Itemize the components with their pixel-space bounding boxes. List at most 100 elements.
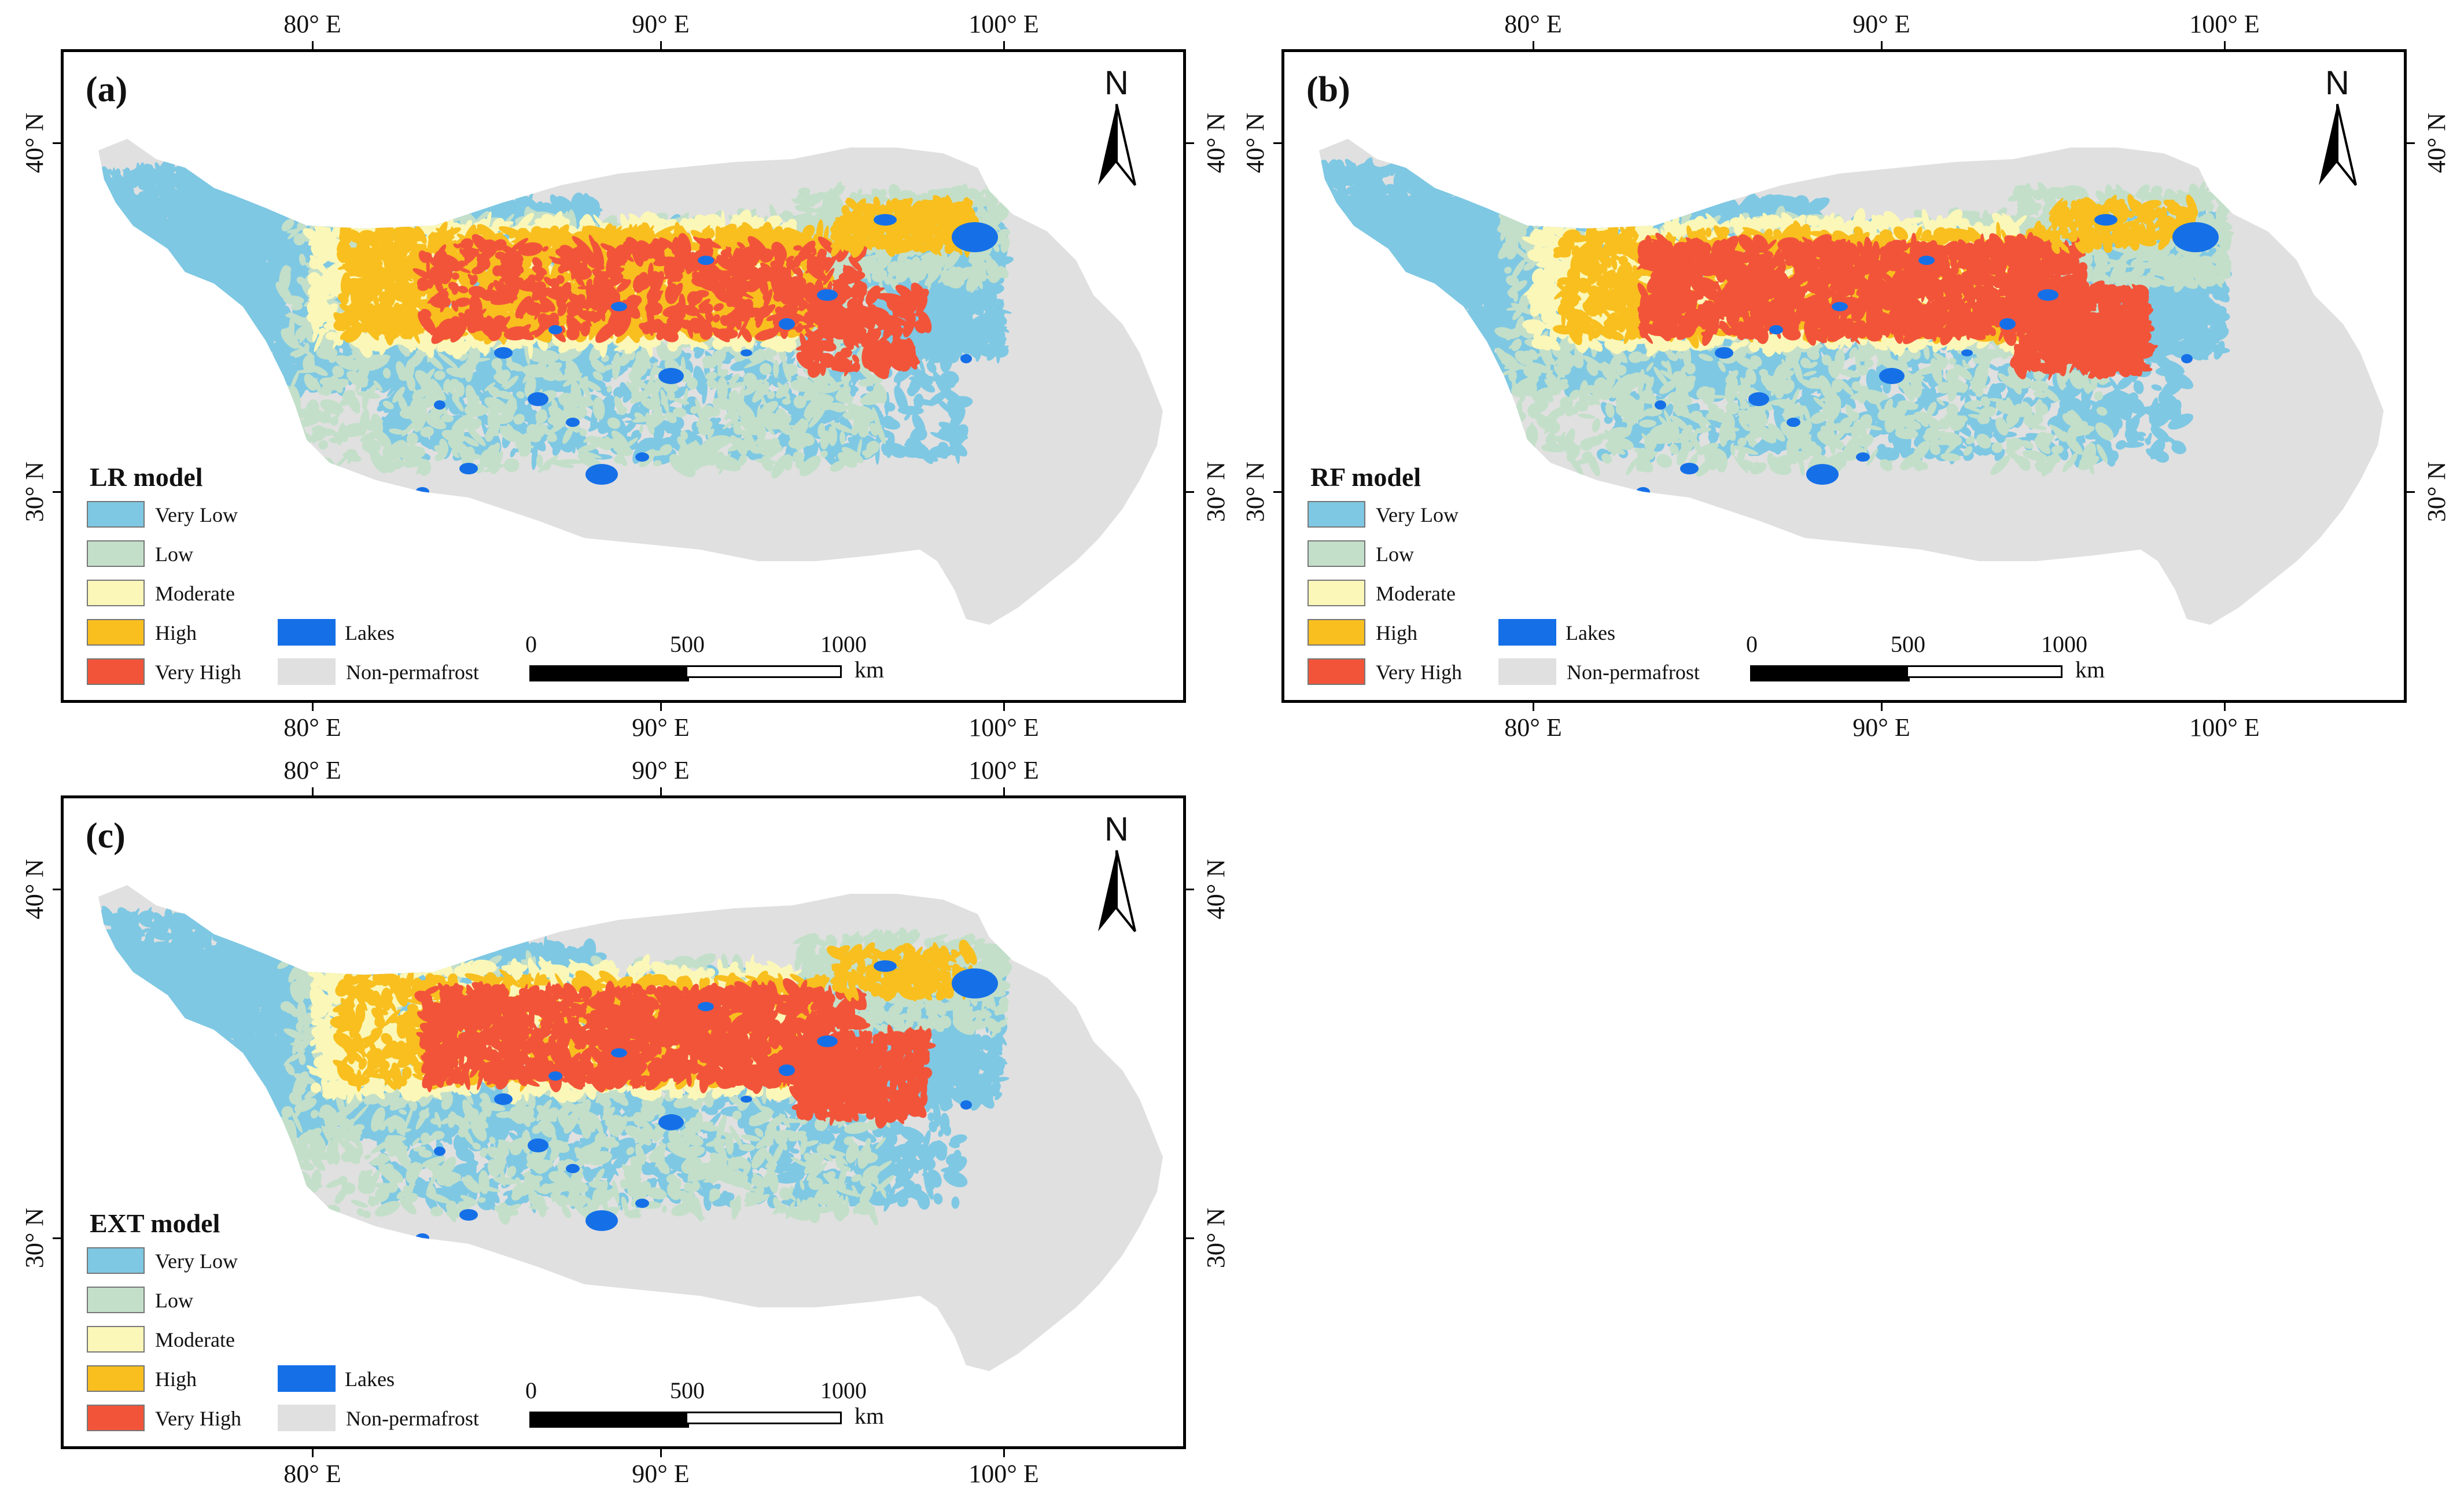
- susceptibility-cell-very-low: [152, 282, 172, 294]
- susceptibility-cell-very-low: [181, 285, 196, 300]
- susceptibility-cell-very-low: [318, 209, 330, 223]
- susceptibility-cell-very-low: [160, 249, 170, 267]
- longitude-tick-label: 80° E: [283, 12, 341, 37]
- susceptibility-cell-very-low: [111, 338, 128, 353]
- susceptibility-cell-very-low: [102, 255, 132, 266]
- susceptibility-cell-very-low: [188, 329, 198, 339]
- susceptibility-cell-very-low: [194, 326, 213, 334]
- susceptibility-cell-very-low: [224, 322, 237, 342]
- susceptibility-cell-very-low: [116, 218, 128, 235]
- susceptibility-cell-very-low: [138, 239, 150, 251]
- susceptibility-cell-very-low: [382, 202, 397, 213]
- susceptibility-cell-very-low: [175, 351, 201, 363]
- susceptibility-cell-very-low: [228, 312, 245, 333]
- susceptibility-cell-very-low: [282, 194, 293, 208]
- susceptibility-cell-very-low: [199, 370, 208, 384]
- susceptibility-cell-very-low: [137, 255, 150, 270]
- susceptibility-cell-very-low: [110, 250, 116, 257]
- susceptibility-cell-very-low: [366, 203, 394, 215]
- susceptibility-cell-very-low: [118, 330, 133, 353]
- susceptibility-cell-very-low: [182, 281, 190, 290]
- susceptibility-cell-very-low: [325, 213, 340, 227]
- susceptibility-cell-very-low: [105, 252, 121, 264]
- susceptibility-cell-very-low: [119, 226, 134, 237]
- susceptibility-cell-very-low: [357, 211, 371, 225]
- longitude-tick-label: 80° E: [283, 715, 341, 740]
- susceptibility-cell-very-low: [111, 241, 124, 252]
- susceptibility-cell-very-low: [106, 289, 121, 306]
- susceptibility-cell-very-low: [160, 356, 172, 370]
- susceptibility-cell-very-low: [98, 265, 105, 281]
- susceptibility-cell-very-low: [389, 209, 407, 222]
- susceptibility-cell-very-low: [174, 286, 189, 300]
- map-frame: (a) N LR model Very Low Low Moderate High Very …: [61, 49, 1186, 703]
- susceptibility-cell-very-low: [141, 249, 160, 259]
- susceptibility-cell-very-low: [146, 272, 155, 283]
- susceptibility-cell-very-low: [117, 285, 130, 296]
- susceptibility-cell-very-low: [185, 370, 195, 380]
- susceptibility-cell-very-low: [127, 313, 142, 327]
- susceptibility-cell-very-low: [311, 204, 337, 217]
- susceptibility-cell-very-low: [187, 290, 203, 315]
- susceptibility-cell-very-low: [148, 288, 159, 317]
- susceptibility-cell-very-low: [284, 200, 293, 209]
- susceptibility-cell-very-low: [169, 363, 184, 377]
- susceptibility-cell-very-low: [304, 207, 311, 220]
- susceptibility-cell-very-low: [178, 285, 189, 296]
- susceptibility-cell-very-low: [150, 364, 165, 378]
- susceptibility-cell-very-low: [131, 378, 153, 393]
- susceptibility-cell-very-low: [180, 326, 189, 341]
- susceptibility-cell-very-low: [237, 314, 246, 322]
- susceptibility-cell-very-low: [141, 345, 150, 358]
- susceptibility-cell-very-low: [124, 260, 139, 279]
- susceptibility-cell-very-low: [296, 218, 317, 222]
- susceptibility-cell-very-low: [282, 165, 305, 174]
- susceptibility-cell-very-low: [170, 290, 193, 299]
- susceptibility-cell-very-low: [250, 362, 274, 374]
- susceptibility-cell-very-low: [292, 198, 307, 214]
- susceptibility-cell-very-low: [382, 194, 397, 219]
- susceptibility-cell-very-low: [471, 198, 480, 207]
- susceptibility-cell-very-low: [134, 347, 161, 365]
- susceptibility-cell-very-low: [197, 341, 214, 370]
- susceptibility-cell-very-low: [326, 208, 337, 226]
- susceptibility-cell-very-low: [147, 340, 171, 363]
- susceptibility-cell-very-low: [260, 383, 277, 391]
- susceptibility-cell-very-low: [127, 299, 146, 315]
- susceptibility-cell-very-low: [176, 277, 191, 296]
- latitude-tick-label: 40° N: [20, 113, 49, 173]
- susceptibility-cell-very-low: [167, 351, 176, 360]
- susceptibility-cell-very-low: [179, 378, 200, 390]
- susceptibility-cell-very-low: [98, 250, 109, 264]
- susceptibility-cell-very-low: [149, 346, 165, 370]
- susceptibility-cell-very-low: [292, 190, 305, 208]
- susceptibility-cell-very-low: [156, 309, 185, 326]
- susceptibility-cell-very-low: [204, 351, 225, 364]
- susceptibility-cell-very-low: [262, 368, 278, 383]
- plateau-map: [98, 139, 1163, 625]
- susceptibility-cell-very-low: [450, 202, 463, 216]
- susceptibility-cell-very-low: [260, 351, 270, 378]
- susceptibility-cell-very-low: [295, 162, 304, 187]
- susceptibility-cell-very-low: [220, 358, 237, 388]
- susceptibility-cell-very-low: [230, 179, 252, 183]
- susceptibility-cell-very-low: [132, 307, 147, 320]
- susceptibility-cell-very-low: [194, 309, 208, 340]
- susceptibility-cell-very-low: [262, 373, 283, 398]
- susceptibility-cell-very-low: [101, 307, 126, 318]
- susceptibility-cell-very-low: [104, 227, 120, 238]
- susceptibility-cell-very-low: [168, 293, 191, 318]
- susceptibility-cell-very-low: [197, 295, 220, 304]
- susceptibility-cell-very-low: [136, 353, 144, 363]
- susceptibility-cell-very-low: [117, 340, 127, 351]
- susceptibility-cell-very-low: [138, 282, 160, 296]
- susceptibility-cell-very-low: [370, 209, 378, 224]
- susceptibility-cell-very-low: [185, 308, 194, 316]
- susceptibility-cell-very-low: [257, 354, 270, 367]
- susceptibility-cell-very-low: [321, 205, 336, 223]
- susceptibility-cell-very-low: [150, 307, 161, 319]
- susceptibility-cell-very-low: [176, 301, 197, 320]
- susceptibility-cell-very-low: [222, 303, 227, 325]
- susceptibility-cell-very-low: [158, 286, 182, 296]
- susceptibility-cell-very-low: [129, 245, 146, 267]
